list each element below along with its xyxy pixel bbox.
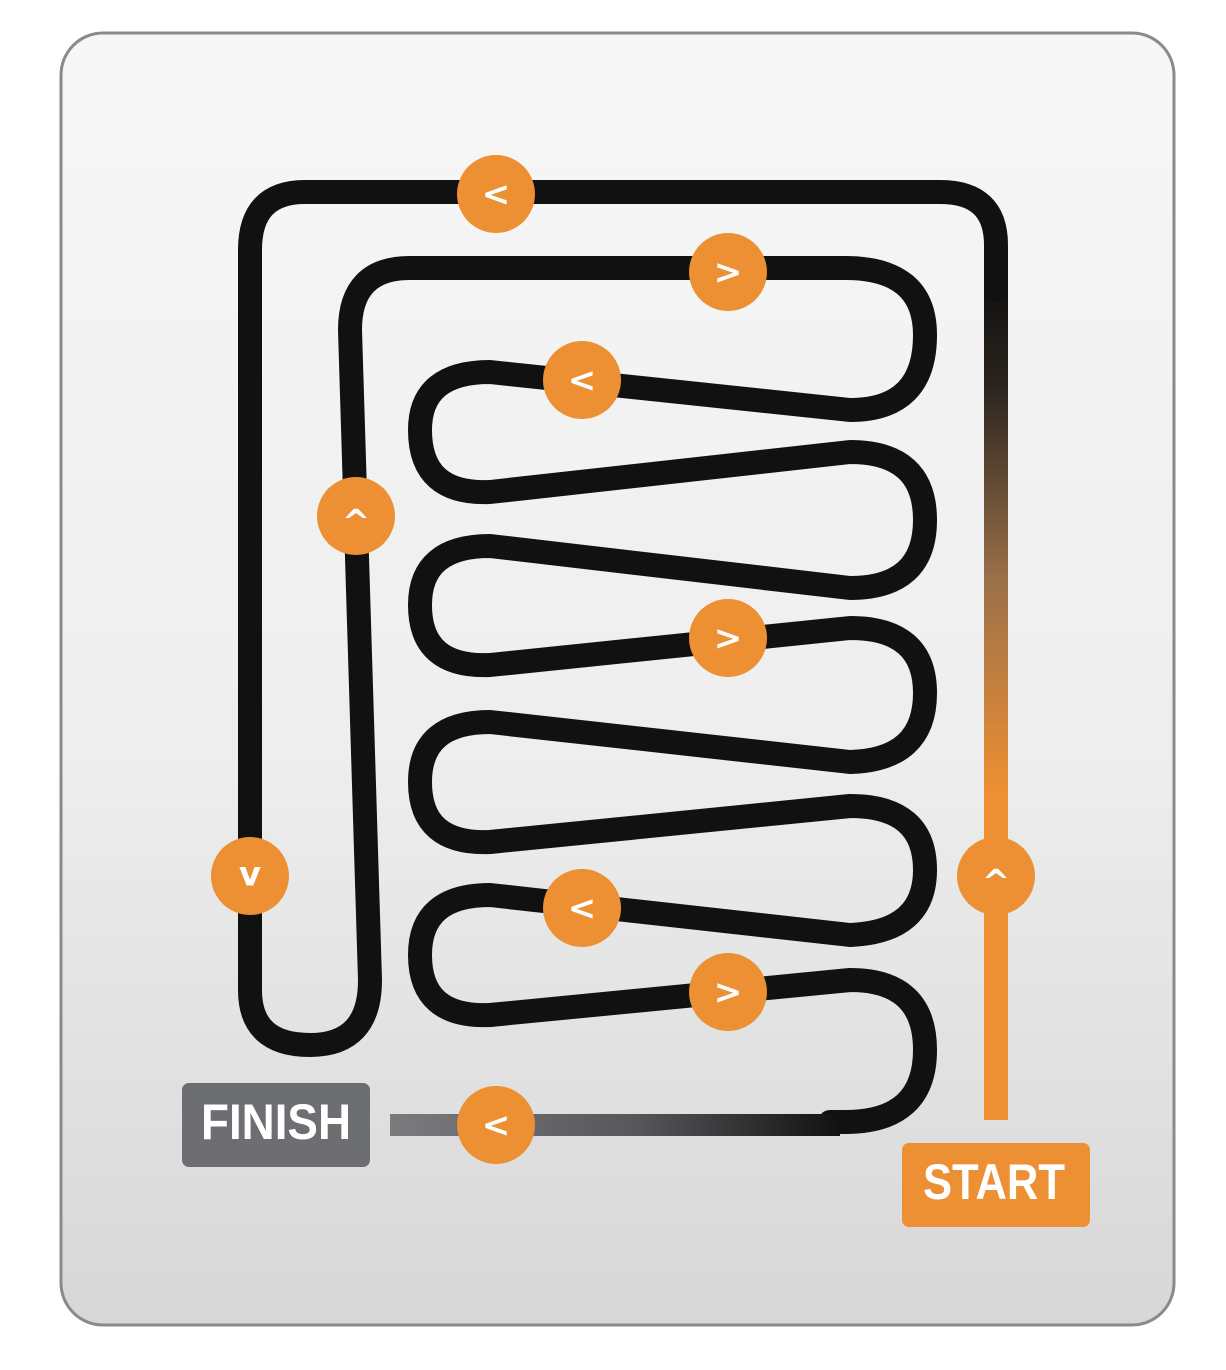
arrow-marker: > — [689, 599, 767, 677]
arrow-glyph: < — [482, 1106, 511, 1146]
arrow-right-icon — [689, 953, 767, 1031]
arrow-marker: < — [543, 341, 621, 419]
arrow-glyph: < — [568, 361, 597, 401]
arrow-left-icon — [543, 869, 621, 947]
track-path — [238, 180, 1008, 1134]
start-label: START — [923, 1154, 1065, 1210]
arrow-glyph: > — [714, 619, 743, 659]
arrow-glyph: ^ — [342, 503, 371, 543]
arrow-marker: ^ — [317, 477, 395, 555]
arrow-glyph: v — [239, 855, 261, 895]
arrow-left-icon — [543, 341, 621, 419]
arrow-marker: > — [689, 233, 767, 311]
finish-label: FINISH — [201, 1094, 351, 1150]
arrow-left-icon — [457, 1086, 535, 1164]
arrow-up-icon — [317, 477, 395, 555]
arrow-marker: > — [689, 953, 767, 1031]
arrow-glyph: < — [568, 889, 597, 929]
arrow-glyph: > — [714, 973, 743, 1013]
arrow-marker: ^ — [957, 837, 1035, 915]
arrow-glyph: > — [714, 253, 743, 293]
start-badge: START — [902, 1143, 1090, 1227]
finish-badge: FINISH — [182, 1083, 370, 1167]
arrow-marker: < — [457, 155, 535, 233]
arrow-marker: v — [211, 837, 289, 915]
arrow-glyph: < — [482, 175, 511, 215]
arrow-right-icon — [689, 599, 767, 677]
arrow-left-icon — [457, 155, 535, 233]
arrow-up-icon — [957, 837, 1035, 915]
arrow-marker: < — [543, 869, 621, 947]
arrow-glyph: ^ — [982, 863, 1011, 903]
arrow-marker: < — [457, 1086, 535, 1164]
arrow-down-icon — [211, 837, 289, 915]
arrow-right-icon — [689, 233, 767, 311]
